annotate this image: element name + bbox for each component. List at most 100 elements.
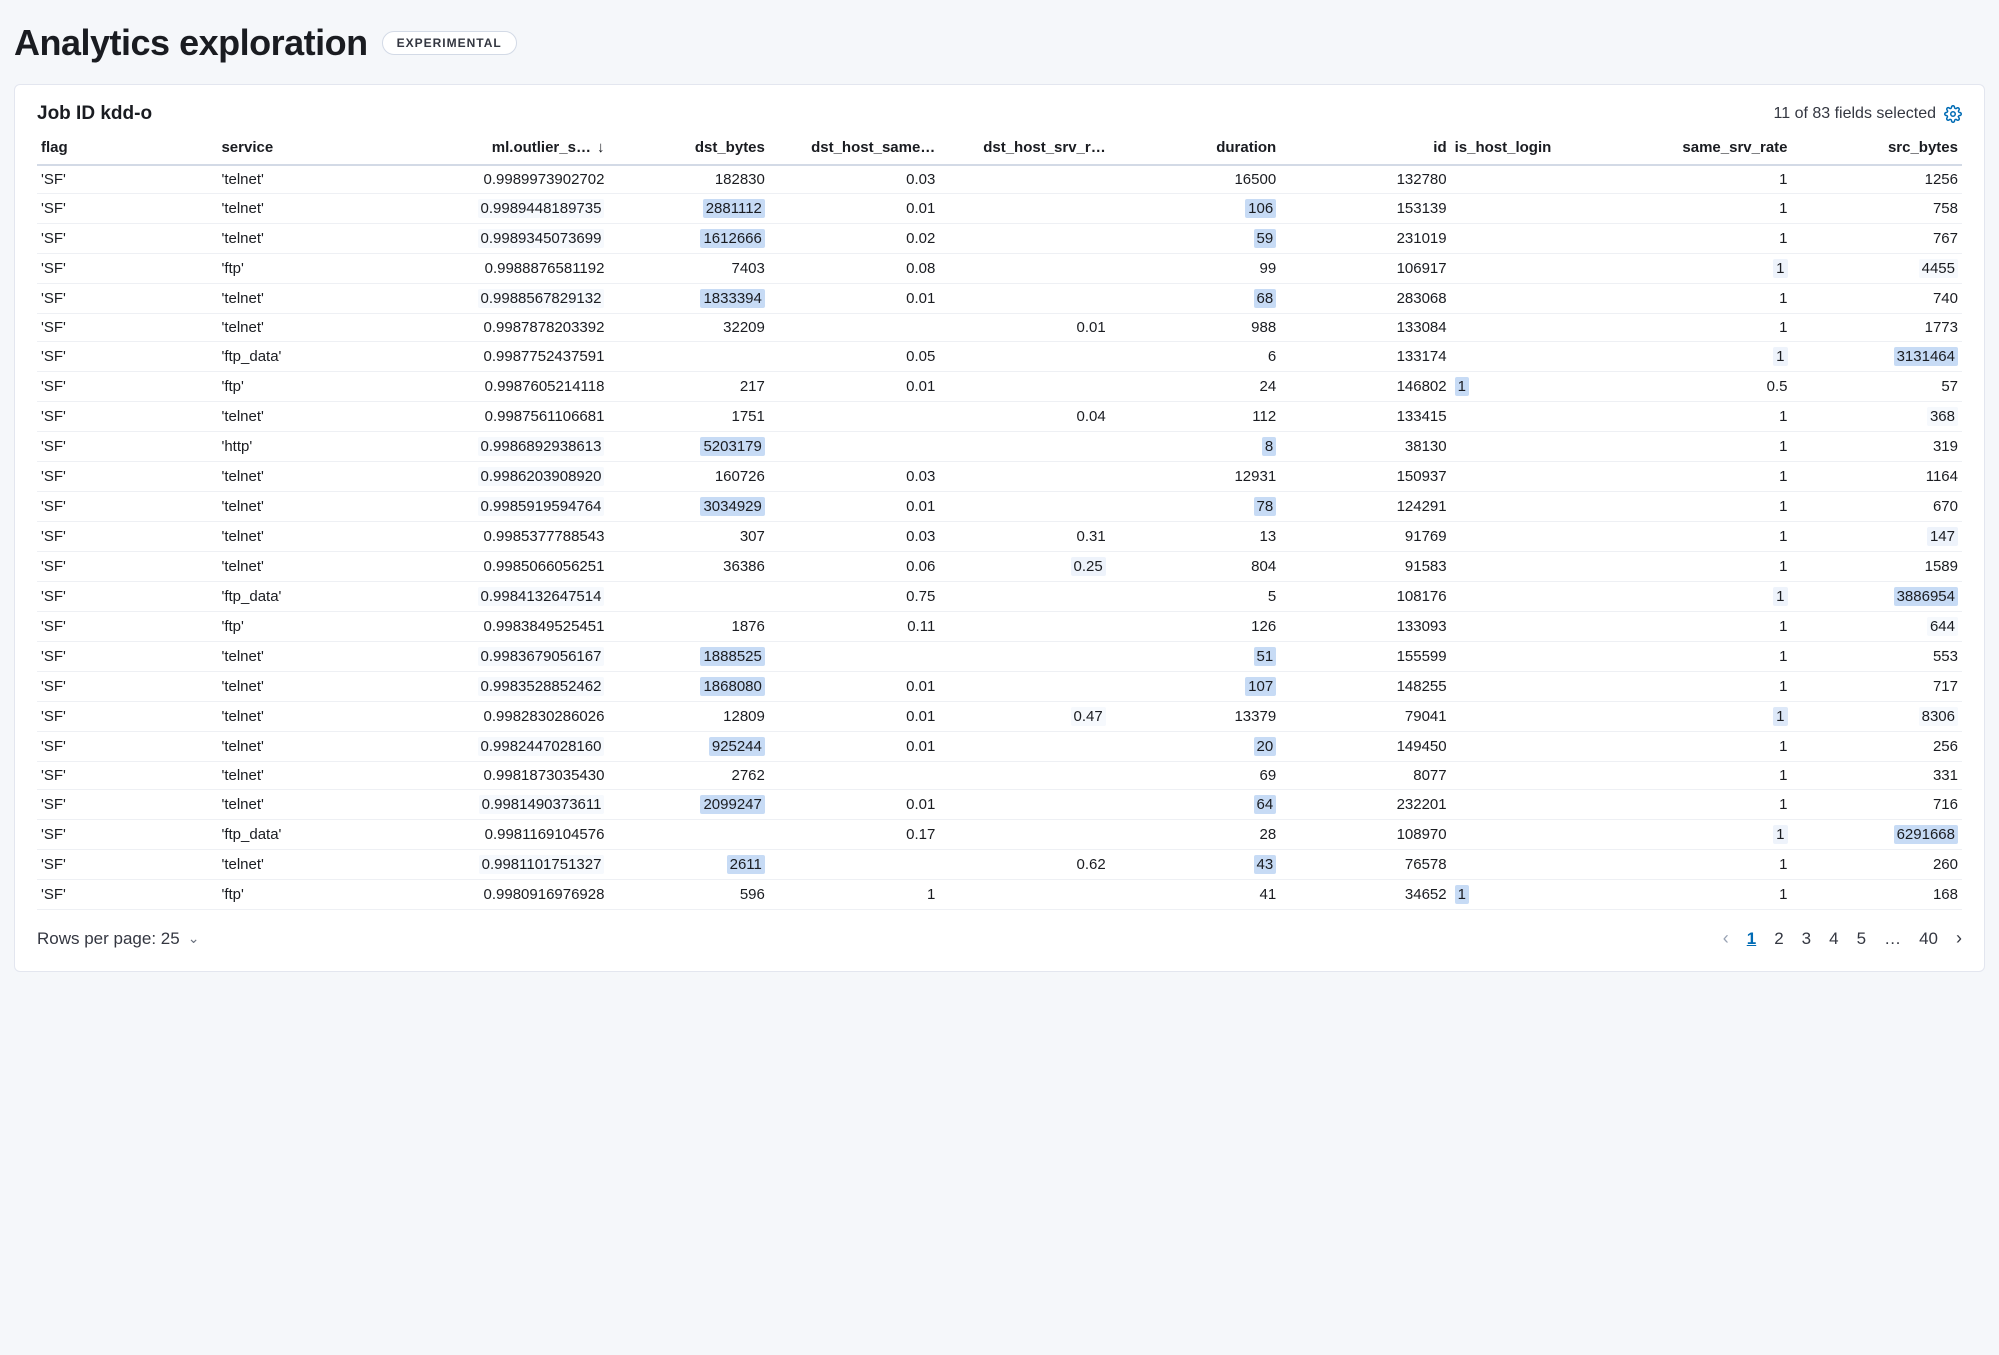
cell-flag: 'SF' [37, 612, 217, 642]
experimental-badge: EXPERIMENTAL [382, 31, 517, 55]
cell-flag: 'SF' [37, 820, 217, 850]
table-row[interactable]: 'SF''telnet'0.9982830286026128090.010.47… [37, 702, 1962, 732]
table-row[interactable]: 'SF''telnet'0.99836790561671888525511555… [37, 642, 1962, 672]
table-row[interactable]: 'SF''telnet'0.99899739027021828300.03165… [37, 165, 1962, 194]
cell-outlier: 0.9989345073699 [388, 224, 609, 254]
cell-same_srv: 1 [1621, 642, 1791, 672]
page-4[interactable]: 4 [1829, 929, 1838, 949]
job-id-label: Job ID kdd-o [37, 103, 152, 125]
cell-dst_same: 0.05 [769, 342, 939, 372]
cell-id: 133415 [1280, 402, 1450, 432]
cell-flag: 'SF' [37, 314, 217, 342]
cell-dst_srv [939, 492, 1109, 522]
cell-service: 'telnet' [217, 314, 387, 342]
cell-dst_same: 0.03 [769, 462, 939, 492]
cell-src_bytes: 147 [1792, 522, 1963, 552]
cell-src_bytes: 57 [1792, 372, 1963, 402]
gear-icon[interactable] [1944, 105, 1962, 123]
cell-service: 'telnet' [217, 522, 387, 552]
table-row[interactable]: 'SF''ftp_data'0.99811691045760.172810897… [37, 820, 1962, 850]
cell-dst_bytes: 1751 [608, 402, 768, 432]
page-next[interactable]: › [1956, 928, 1962, 949]
table-row[interactable]: 'SF''telnet'0.9987878203392322090.019881… [37, 314, 1962, 342]
col-outlier[interactable]: ml.outlier_s…↓ [388, 133, 609, 165]
cell-dst_same: 0.01 [769, 194, 939, 224]
page-1[interactable]: 1 [1747, 929, 1756, 949]
cell-same_srv: 1 [1621, 732, 1791, 762]
col-dst_srv[interactable]: dst_host_srv_r… [939, 133, 1109, 165]
table-row[interactable]: 'SF''ftp_data'0.99877524375910.056133174… [37, 342, 1962, 372]
table-row[interactable]: 'SF''telnet'0.99824470281609252440.01201… [37, 732, 1962, 762]
table-row[interactable]: 'SF''ftp'0.998384952545118760.1112613309… [37, 612, 1962, 642]
cell-duration: 5 [1110, 582, 1280, 612]
cell-src_bytes: 767 [1792, 224, 1963, 254]
cell-id: 133084 [1280, 314, 1450, 342]
cell-duration: 107 [1110, 672, 1280, 702]
cell-flag: 'SF' [37, 402, 217, 432]
cell-src_bytes: 256 [1792, 732, 1963, 762]
table-row[interactable]: 'SF''telnet'0.998110175132726110.6243765… [37, 850, 1962, 880]
table-row[interactable]: 'SF''ftp'0.998887658119274030.0899106917… [37, 254, 1962, 284]
cell-src_bytes: 553 [1792, 642, 1963, 672]
cell-duration: 28 [1110, 820, 1280, 850]
pagination: ‹12345…40› [1723, 928, 1962, 949]
cell-id: 132780 [1280, 165, 1450, 194]
cell-dst_srv [939, 165, 1109, 194]
cell-src_bytes: 670 [1792, 492, 1963, 522]
table-row[interactable]: 'SF''telnet'0.998934507369916126660.0259… [37, 224, 1962, 254]
cell-id: 124291 [1280, 492, 1450, 522]
col-flag[interactable]: flag [37, 133, 217, 165]
cell-dst_srv: 0.62 [939, 850, 1109, 880]
cell-same_srv: 1 [1621, 762, 1791, 790]
col-is_host[interactable]: is_host_login [1451, 133, 1621, 165]
col-id[interactable]: id [1280, 133, 1450, 165]
cell-outlier: 0.9980916976928 [388, 880, 609, 910]
cell-id: 148255 [1280, 672, 1450, 702]
table-row[interactable]: 'SF''telnet'0.998149037361120992470.0164… [37, 790, 1962, 820]
cell-src_bytes: 8306 [1792, 702, 1963, 732]
col-dst_bytes[interactable]: dst_bytes [608, 133, 768, 165]
table-row[interactable]: 'SF''telnet'0.998856782913218333940.0168… [37, 284, 1962, 314]
table-row[interactable]: 'SF''http'0.9986892938613520317983813013… [37, 432, 1962, 462]
table-row[interactable]: 'SF''ftp'0.99809169769285961413465211168 [37, 880, 1962, 910]
cell-outlier: 0.9982447028160 [388, 732, 609, 762]
cell-flag: 'SF' [37, 850, 217, 880]
col-src_bytes[interactable]: src_bytes [1792, 133, 1963, 165]
table-row[interactable]: 'SF''telnet'0.99862039089201607260.03129… [37, 462, 1962, 492]
col-service[interactable]: service [217, 133, 387, 165]
page-2[interactable]: 2 [1774, 929, 1783, 949]
cell-flag: 'SF' [37, 462, 217, 492]
cell-same_srv: 0.5 [1621, 372, 1791, 402]
rows-per-page[interactable]: Rows per page: 25 ⌄ [37, 929, 199, 949]
cell-service: 'ftp_data' [217, 342, 387, 372]
cell-id: 283068 [1280, 284, 1450, 314]
cell-flag: 'SF' [37, 372, 217, 402]
cell-flag: 'SF' [37, 672, 217, 702]
page-3[interactable]: 3 [1802, 929, 1811, 949]
table-row[interactable]: 'SF''telnet'0.998352885246218680800.0110… [37, 672, 1962, 702]
table-row[interactable]: 'SF''ftp'0.99876052141182170.01241468021… [37, 372, 1962, 402]
page-5[interactable]: 5 [1857, 929, 1866, 949]
table-row[interactable]: 'SF''telnet'0.998944818973528811120.0110… [37, 194, 1962, 224]
col-duration[interactable]: duration [1110, 133, 1280, 165]
page-prev[interactable]: ‹ [1723, 928, 1729, 949]
cell-flag: 'SF' [37, 432, 217, 462]
col-same_srv[interactable]: same_srv_rate [1621, 133, 1791, 165]
table-row[interactable]: 'SF''telnet'0.99818730354302762698077133… [37, 762, 1962, 790]
cell-same_srv: 1 [1621, 552, 1791, 582]
cell-flag: 'SF' [37, 194, 217, 224]
table-row[interactable]: 'SF''ftp_data'0.99841326475140.755108176… [37, 582, 1962, 612]
table-row[interactable]: 'SF''telnet'0.998591959476430349290.0178… [37, 492, 1962, 522]
cell-outlier: 0.9981101751327 [388, 850, 609, 880]
cell-src_bytes: 4455 [1792, 254, 1963, 284]
cell-same_srv: 1 [1621, 432, 1791, 462]
cell-duration: 78 [1110, 492, 1280, 522]
table-row[interactable]: 'SF''telnet'0.998756110668117510.0411213… [37, 402, 1962, 432]
results-panel: Job ID kdd-o 11 of 83 fields selected fl… [14, 84, 1985, 972]
table-row[interactable]: 'SF''telnet'0.9985066056251363860.060.25… [37, 552, 1962, 582]
table-row[interactable]: 'SF''telnet'0.99853777885433070.030.3113… [37, 522, 1962, 552]
col-dst_same[interactable]: dst_host_same… [769, 133, 939, 165]
cell-dst_srv [939, 254, 1109, 284]
cell-is_host [1451, 672, 1621, 702]
page-40[interactable]: 40 [1919, 929, 1938, 949]
